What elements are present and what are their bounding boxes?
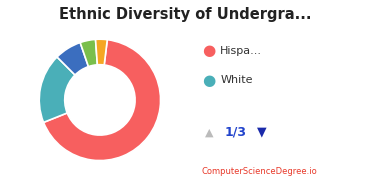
Text: 5%: 5% [103,105,118,114]
Wedge shape [57,43,88,75]
Text: ●: ● [202,73,215,88]
Text: Hispa...: Hispa... [220,46,262,56]
Wedge shape [80,39,97,67]
Wedge shape [39,57,75,122]
Wedge shape [95,39,107,65]
Wedge shape [44,40,161,161]
Text: ▼: ▼ [257,126,267,139]
Text: Ethnic Diversity of Undergra...: Ethnic Diversity of Undergra... [59,7,311,22]
Text: White: White [220,75,253,85]
Text: ComputerScienceDegree.io: ComputerScienceDegree.io [202,167,317,176]
Text: ●: ● [202,43,215,58]
Text: 1/3: 1/3 [225,126,247,139]
Text: ▲: ▲ [205,127,214,137]
